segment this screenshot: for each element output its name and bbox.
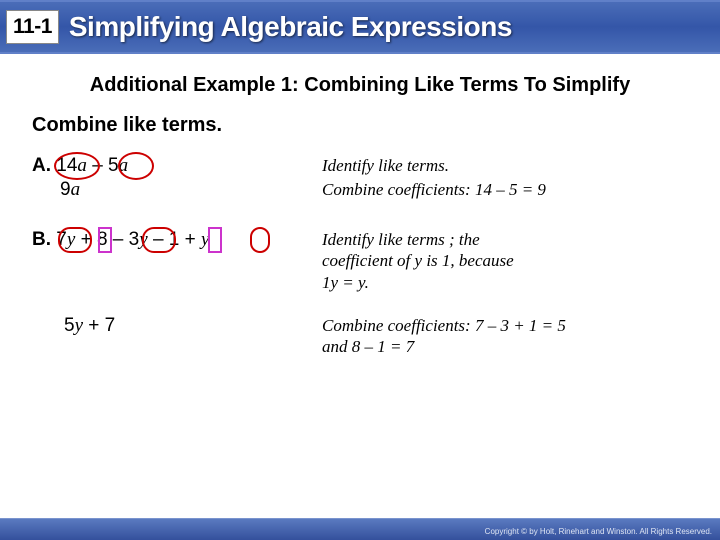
example-a-result: 9a xyxy=(60,179,80,201)
subtitle: Additional Example 1: Combining Like Ter… xyxy=(32,72,688,98)
instruction: Combine like terms. xyxy=(32,114,688,137)
example-a-row2: 9a Combine coefficients: 14 – 5 = 9 xyxy=(32,179,688,201)
example-b-result: 5y + 7 xyxy=(64,315,115,337)
example-a-note2: Combine coefficients: 14 – 5 = 9 xyxy=(322,179,688,200)
page-title: Simplifying Algebraic Expressions xyxy=(69,11,512,43)
footer-bar: Copyright © by Holt, Rinehart and Winsto… xyxy=(0,518,720,540)
example-a-note1: Identify like terms. xyxy=(322,155,688,176)
example-b-row2: 5y + 7 Combine coefficients: 7 – 3 + 1 =… xyxy=(32,315,688,358)
copyright-text: Copyright © by Holt, Rinehart and Winsto… xyxy=(485,527,712,536)
example-b-note2: Combine coefficients: 7 – 3 + 1 = 5 and … xyxy=(322,315,688,358)
example-a-row1: A. 14a – 5a Identify like terms. xyxy=(32,155,688,177)
rect-highlight xyxy=(208,227,222,253)
example-b-expression: B. 7y + 8 – 3y – 1 + y xyxy=(32,229,209,251)
content-area: Additional Example 1: Combining Like Ter… xyxy=(0,54,720,357)
lesson-number-box: 11-1 xyxy=(6,10,59,44)
pill-highlight xyxy=(250,227,270,253)
header-bar: 11-1 Simplifying Algebraic Expressions xyxy=(0,0,720,54)
example-a-expression: A. 14a – 5a xyxy=(32,155,128,177)
example-b-row1: B. 7y + 8 – 3y – 1 + y Identify like ter… xyxy=(32,229,688,293)
example-b-note1: Identify like terms ; the coefficient of… xyxy=(322,229,688,293)
